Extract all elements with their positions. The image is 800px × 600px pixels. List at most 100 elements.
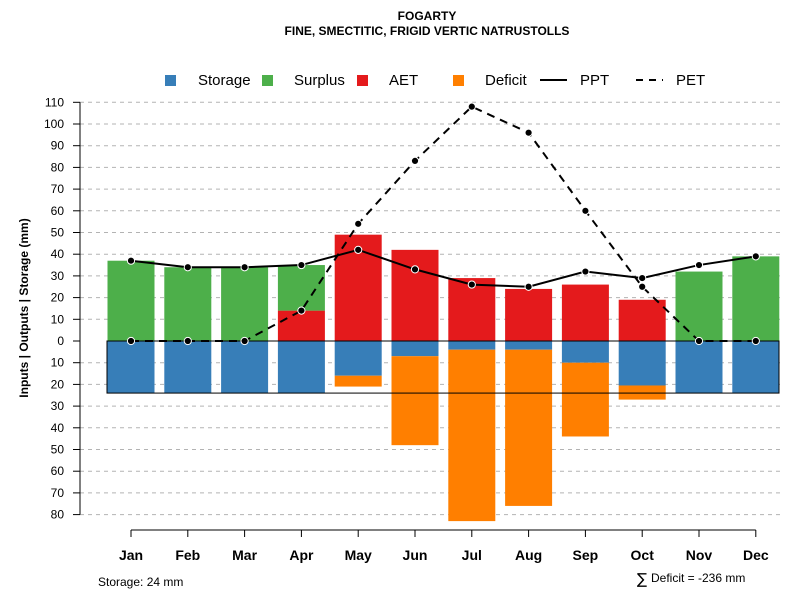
storage-bar [391, 341, 439, 357]
y-axis: 1101009080706050403020100102030405060708… [44, 95, 81, 522]
chart-subtitle: FINE, SMECTITIC, FRIGID VERTIC NATRUSTOL… [285, 24, 570, 38]
aet-legend-swatch [357, 75, 368, 86]
x-tick-label: Mar [232, 547, 257, 563]
deficit-bar [448, 349, 496, 522]
y-tick-label: 60 [51, 204, 65, 218]
deficit-legend-swatch [453, 75, 464, 86]
pet-point [410, 156, 420, 165]
y-tick-label: 70 [51, 182, 65, 196]
deficit-bar [618, 385, 666, 400]
y-tick-label: 90 [51, 139, 65, 153]
ppt-point [126, 256, 136, 265]
storage-bar [732, 341, 780, 394]
storage-bar [675, 341, 723, 394]
ppt-point [581, 267, 590, 276]
y-tick-label: 80 [51, 160, 65, 174]
x-tick-label: Apr [289, 547, 314, 563]
surplus-legend-swatch [262, 75, 273, 86]
ppt-point [297, 260, 306, 270]
deficit-bar [391, 356, 439, 446]
x-tick-label: Jan [119, 547, 143, 563]
x-axis: Jan Feb Mar Apr May Jun Jul Aug Sep Oct Nov Dec [119, 529, 769, 563]
x-tick-label: Nov [686, 547, 713, 563]
ppt-point [240, 263, 249, 272]
y-tick-label: 20 [51, 291, 65, 305]
storage-bar [618, 341, 666, 386]
storage-bar [448, 341, 496, 350]
y-tick-label: 40 [51, 247, 65, 261]
aet-bar [277, 310, 325, 341]
pet-point [297, 306, 306, 315]
aet-bar [505, 288, 553, 341]
y-tick-label: 10 [51, 312, 65, 326]
x-tick-label: Jun [403, 547, 428, 563]
x-tick-label: Dec [743, 547, 769, 563]
surplus-bar [221, 267, 269, 341]
ppt-point [410, 265, 420, 274]
y-tick-label: 30 [51, 269, 65, 283]
surplus-legend-label: Surplus [294, 72, 345, 89]
aet-bar [561, 284, 609, 341]
aet-legend-label: AET [389, 72, 418, 89]
surplus-bar [107, 260, 155, 341]
pet-point [240, 336, 249, 346]
y-tick-label: 0 [57, 334, 64, 348]
series-lines [126, 102, 760, 346]
y-tick-label: 60 [51, 464, 65, 478]
ppt-legend-label: PPT [580, 72, 609, 89]
deficit-bar [505, 349, 553, 506]
footer-deficit: Deficit = -236 mm [651, 571, 745, 585]
storage-capacity-box [106, 340, 780, 394]
x-tick-label: Aug [515, 547, 542, 563]
ppt-line [130, 248, 756, 288]
x-tick-label: May [345, 547, 372, 563]
surplus-bar [164, 267, 212, 341]
ppt-point [354, 245, 363, 254]
surplus-bar [277, 265, 325, 311]
ppt-point [183, 263, 192, 272]
x-tick-label: Feb [175, 547, 200, 563]
pet-point [581, 206, 590, 215]
x-tick-label: Jul [462, 547, 482, 563]
storage-bar [334, 341, 382, 376]
storage-bar [277, 341, 325, 394]
surplus-bar [732, 256, 780, 341]
footer-storage: Storage: 24 mm [98, 575, 183, 589]
ppt-point [751, 252, 760, 261]
y-tick-label: 100 [44, 117, 64, 131]
x-tick-label: Sep [573, 547, 599, 563]
ppt-point [467, 280, 476, 289]
storage-bar [107, 341, 155, 394]
ppt-point [638, 273, 647, 283]
storage-bar [561, 341, 609, 363]
y-tick-label: 20 [51, 377, 65, 391]
storage-legend-swatch [165, 75, 176, 86]
storage-legend-label: Storage [198, 72, 251, 89]
pet-point [524, 128, 533, 137]
pet-point [183, 336, 192, 346]
storage-bar [164, 341, 212, 394]
y-tick-label: 110 [45, 95, 64, 109]
pet-line [131, 105, 756, 342]
storage-bar [505, 341, 553, 350]
storage-bar [221, 341, 269, 394]
y-tick-label: 50 [51, 226, 65, 240]
y-tick-label: 10 [51, 356, 65, 370]
y-tick-label: 40 [51, 421, 65, 435]
pet-legend-label: PET [676, 72, 705, 89]
pet-point [126, 336, 136, 346]
deficit-bar [334, 375, 382, 387]
bars [107, 234, 780, 522]
y-tick-label: 30 [51, 399, 65, 413]
storage-capacity-outline [106, 340, 780, 394]
pet-point [751, 336, 760, 346]
ppt-point [524, 282, 533, 291]
deficit-legend-label: Deficit [485, 72, 528, 89]
deficit-bar [561, 362, 609, 437]
pet-point [638, 282, 647, 291]
surplus-bar [675, 271, 723, 341]
pet-point [354, 219, 363, 228]
y-tick-label: 50 [51, 443, 65, 457]
y-tick-label: 80 [51, 508, 65, 522]
